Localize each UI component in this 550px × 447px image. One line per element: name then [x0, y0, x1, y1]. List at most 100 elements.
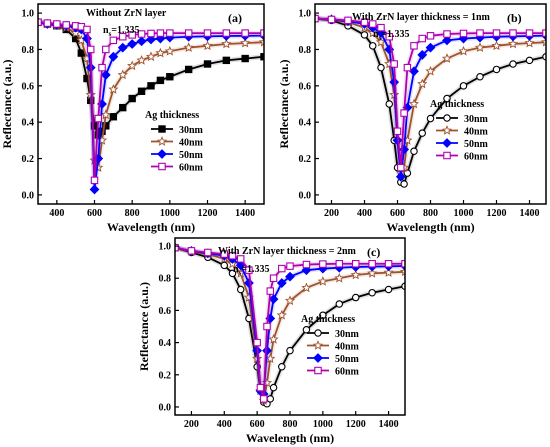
- data-point: [38, 18, 42, 26]
- x-tick-label: 600: [87, 208, 102, 219]
- legend-marker: [157, 149, 167, 159]
- data-point: [425, 42, 436, 53]
- y-axis-title: Reflectance (a.u.): [277, 60, 291, 149]
- data-point: [302, 325, 311, 334]
- y-tick-label: 0.4: [22, 118, 35, 129]
- y-tick-label: 0.6: [159, 306, 172, 317]
- data-point: [278, 362, 286, 371]
- data-point: [400, 109, 408, 117]
- data-point: [183, 42, 194, 52]
- panel-1: 0.0 0.2 0.4 0.6 0.8 1.0 400 600 800 1000 1200 1400 W…: [0, 3, 265, 234]
- data-point: [286, 262, 294, 270]
- data-point: [256, 383, 265, 392]
- data-point: [319, 260, 327, 268]
- data-point: [385, 32, 393, 41]
- data-point: [426, 32, 435, 40]
- data-point: [403, 63, 412, 72]
- data-point: [203, 29, 212, 37]
- x-tick-label: 200: [184, 419, 199, 430]
- data-point: [367, 27, 378, 38]
- ns-value: =1.335: [381, 29, 409, 40]
- data-point: [335, 300, 344, 308]
- data-point: [202, 40, 213, 51]
- y-tick-label: 0.2: [22, 154, 35, 165]
- x-axis-title: Wavelength (nm): [107, 220, 195, 234]
- data-point: [145, 51, 157, 62]
- data-point: [368, 42, 377, 50]
- data-point: [245, 266, 253, 274]
- legend-marker: [443, 151, 451, 160]
- data-point: [384, 259, 393, 268]
- data-point: [262, 345, 272, 356]
- x-tick-label: 1000: [160, 208, 180, 219]
- y-tick-label: 0.4: [299, 118, 312, 129]
- legend-entry-label: 30nm: [179, 125, 204, 136]
- data-point: [89, 184, 100, 195]
- ns-subscript: s: [109, 30, 112, 38]
- data-point: [119, 32, 127, 41]
- legend-entry-label: 30nm: [335, 329, 360, 340]
- legend-marker: [158, 125, 166, 133]
- ns-symbol: n: [103, 25, 109, 36]
- series-line: [315, 17, 546, 174]
- data-point: [136, 36, 147, 47]
- plot-frame: [37, 3, 265, 205]
- data-point: [268, 294, 279, 305]
- data-point: [492, 65, 501, 74]
- data-point: [253, 338, 261, 347]
- y-tick-label: 0.8: [159, 274, 172, 285]
- data-point: [403, 169, 412, 177]
- data-point: [525, 56, 534, 65]
- x-tick-label: 1400: [379, 419, 399, 430]
- y-tick-label: 0.2: [159, 370, 172, 381]
- x-tick-label: 1400: [520, 208, 540, 219]
- data-point: [441, 53, 453, 63]
- data-point: [127, 60, 138, 71]
- data-point: [360, 18, 369, 26]
- data-point: [220, 250, 229, 258]
- data-point: [53, 20, 61, 28]
- data-point: [319, 311, 327, 319]
- data-point: [184, 65, 193, 74]
- data-point: [350, 269, 361, 280]
- plot-area: [38, 16, 264, 195]
- data-point: [102, 122, 110, 130]
- legend-entry-label: 60nm: [179, 163, 204, 174]
- panel-2: 0.0 0.2 0.4 0.6 0.8 1.0 200 400 600 800 1000 1200 14…: [277, 3, 547, 234]
- y-tick-label: 0.2: [299, 154, 312, 165]
- data-point: [397, 163, 405, 172]
- data-point: [86, 45, 95, 54]
- data-point: [368, 288, 376, 297]
- data-point: [399, 266, 405, 277]
- data-point: [187, 247, 196, 255]
- data-point: [128, 31, 136, 39]
- data-point: [268, 333, 279, 344]
- data-point: [98, 63, 106, 72]
- y-tick-label: 0.8: [299, 45, 312, 56]
- data-point: [94, 114, 103, 123]
- data-point: [266, 287, 275, 295]
- data-point: [228, 269, 237, 278]
- x-tick-label: 400: [49, 208, 64, 219]
- series-line: [315, 17, 546, 178]
- data-point: [137, 30, 146, 38]
- data-point: [417, 78, 428, 89]
- legend-entry-label: 50nm: [335, 354, 360, 365]
- data-point: [351, 259, 360, 268]
- refractive-index-label: ns=1.335: [373, 29, 410, 42]
- ns-subscript: s: [239, 269, 242, 277]
- data-point: [222, 29, 231, 37]
- data-point: [476, 29, 484, 37]
- data-point: [418, 34, 426, 43]
- data-point: [109, 36, 118, 45]
- series-line: [175, 246, 405, 402]
- data-point: [258, 36, 264, 47]
- data-point: [459, 82, 468, 90]
- data-point: [286, 346, 294, 355]
- data-point: [100, 70, 111, 80]
- y-tick-label: 0.8: [22, 45, 35, 56]
- data-point: [476, 72, 484, 81]
- data-point: [119, 103, 127, 112]
